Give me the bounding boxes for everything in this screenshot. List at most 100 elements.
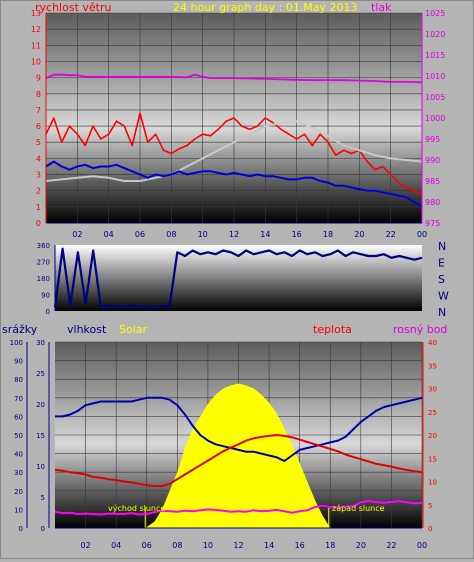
temperature-label: teplota: [313, 323, 352, 336]
wind-x-tick-label: 14: [260, 230, 270, 239]
temperature-y-tick-label: 0: [428, 525, 432, 533]
pressure-y-tick-label: 1020: [425, 30, 445, 39]
pressure-y-tick-label: 985: [425, 177, 440, 186]
climate-series: [54, 383, 423, 528]
wind-y-tick-label: 7: [36, 106, 41, 115]
humidity-y-tick-label: 30: [36, 339, 45, 347]
precipitation-y-tick-label: 60: [14, 413, 23, 421]
series-direction: [53, 247, 423, 309]
compass-tick-label: N: [438, 240, 446, 253]
wind-y-tick-label: 12: [31, 25, 41, 34]
dewpoint-label: rosný bod: [393, 323, 447, 336]
wind-y-tick-label: 9: [36, 74, 41, 83]
humidity-y-tick-label: 10: [36, 463, 45, 471]
wind-x-tick-label: 16: [292, 230, 302, 239]
temperature-y-tick-label: 35: [428, 362, 437, 370]
precipitation-y-tick-label: 90: [14, 358, 23, 366]
wind-y-tick-label: 11: [31, 41, 41, 50]
series-wind: [45, 160, 423, 208]
climate-x-tick-label: 06: [142, 541, 152, 550]
sunrise-annotation: východ slunce: [108, 504, 165, 513]
direction-y-tick-label: 360: [37, 242, 50, 250]
series-humidity: [55, 396, 423, 462]
temperature-y-tick-label: 15: [428, 455, 437, 463]
humidity-y-tick-label: 25: [36, 370, 45, 378]
pressure-label: tlak: [371, 1, 392, 14]
climate-x-tick-label: 12: [233, 541, 243, 550]
wind-x-tick-label: 02: [72, 230, 82, 239]
precipitation-label: srážky: [2, 323, 38, 336]
wind-x-tick-label: 00: [417, 230, 427, 239]
direction-series: [53, 247, 423, 309]
compass-tick-label: W: [438, 290, 449, 303]
precipitation-y-tick-label: 100: [10, 339, 23, 347]
temperature-y-tick-label: 40: [428, 339, 437, 347]
wind-speed-label: rychlost větru: [35, 1, 111, 14]
wind-y-tick-label: 0: [36, 219, 41, 228]
direction-y-tick-label: 0: [46, 308, 50, 316]
wind-x-tick-label: 08: [166, 230, 176, 239]
climate-x-tick-label: 18: [325, 541, 335, 550]
wind-x-tick-label: 12: [229, 230, 239, 239]
series-pressure: [45, 73, 423, 84]
temperature-y-tick-label: 30: [428, 386, 437, 394]
precipitation-y-tick-label: 0: [19, 525, 23, 533]
wind-y-tick-label: 3: [36, 171, 41, 180]
precipitation-y-tick-label: 40: [14, 451, 23, 459]
humidity-label: vlhkost: [67, 323, 107, 336]
compass-tick-label: N: [438, 306, 446, 319]
pressure-y-tick-label: 1025: [425, 9, 445, 18]
sunset-annotation: západ slunce: [332, 504, 385, 513]
wind-y-tick-label: 10: [31, 57, 41, 66]
compass-tick-label: E: [438, 257, 445, 270]
direction-y-tick-label: 270: [37, 259, 50, 267]
climate-x-tick-label: 00: [417, 541, 427, 550]
climate-x-tick-label: 02: [80, 541, 90, 550]
wind-chart-title: 24 hour graph day : 01.May 2013: [173, 1, 358, 14]
wind-series: [45, 73, 423, 208]
wind-y-tick-label: 5: [36, 138, 41, 147]
precipitation-y-tick-label: 70: [14, 395, 23, 403]
climate-x-tick-label: 16: [295, 541, 305, 550]
precipitation-y-tick-label: 80: [14, 376, 23, 384]
wind-y-tick-label: 13: [31, 9, 41, 18]
climate-x-tick-label: 10: [203, 541, 213, 550]
pressure-y-tick-label: 980: [425, 198, 440, 207]
temperature-y-tick-label: 5: [428, 502, 432, 510]
temperature-y-tick-label: 10: [428, 479, 437, 487]
wind-y-tick-label: 1: [36, 203, 41, 212]
wind-x-tick-label: 18: [323, 230, 333, 239]
wind-y-tick-label: 6: [36, 122, 41, 131]
pressure-y-tick-label: 1000: [425, 114, 445, 123]
precipitation-y-tick-label: 50: [14, 432, 23, 440]
pressure-y-tick-label: 1005: [425, 93, 445, 102]
wind-y-tick-label: 2: [36, 187, 41, 196]
humidity-y-tick-label: 15: [36, 432, 45, 440]
climate-axes: 0102030405060708090100051015202530051015…: [10, 339, 437, 550]
precipitation-y-tick-label: 10: [14, 506, 23, 514]
wind-axes: 0123456789101112139759809859909951000100…: [31, 9, 446, 239]
pressure-y-tick-label: 1015: [425, 51, 445, 60]
pressure-y-tick-label: 990: [425, 156, 440, 165]
series-gray_series: [45, 120, 423, 182]
wind-x-tick-label: 22: [386, 230, 396, 239]
wind-x-tick-label: 10: [198, 230, 208, 239]
climate-x-tick-label: 08: [172, 541, 182, 550]
wind-y-tick-label: 4: [36, 154, 41, 163]
wind-gridlines: [46, 12, 423, 224]
series-temperature: [54, 434, 423, 488]
wind-x-tick-label: 20: [354, 230, 364, 239]
series-dewpoint: [54, 500, 423, 516]
wind-y-tick-label: 8: [36, 90, 41, 99]
wind-x-tick-label: 06: [135, 230, 145, 239]
direction-y-tick-label: 180: [37, 275, 50, 283]
climate-x-tick-label: 14: [264, 541, 274, 550]
humidity-y-tick-label: 20: [36, 401, 45, 409]
temperature-y-tick-label: 25: [428, 409, 437, 417]
climate-x-tick-label: 22: [386, 541, 396, 550]
wind-x-tick-label: 04: [104, 230, 114, 239]
pressure-y-tick-label: 995: [425, 135, 440, 144]
